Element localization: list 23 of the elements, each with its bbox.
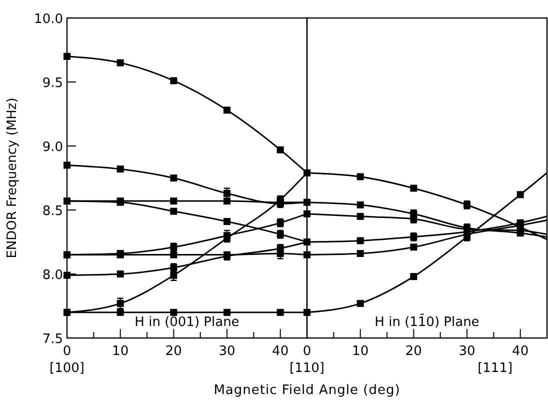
x-tick-label: 40	[512, 344, 529, 359]
y-tick-label: 7.5	[42, 332, 63, 347]
y-axis-title: ENDOR Frequency (MHz)	[5, 98, 20, 258]
text: [111]	[478, 361, 513, 376]
x-tick-label: 0	[302, 344, 312, 359]
x-tick-label: 40	[272, 344, 289, 359]
annotation: H in (001) Plane	[134, 315, 240, 330]
x-axis-title: Magnetic Field Angle (deg)	[214, 383, 400, 398]
x-tick-label: 20	[165, 344, 182, 359]
y-tick-label: 8.5	[42, 204, 63, 219]
text: [100]	[50, 361, 84, 376]
y-tick-label: 9.5	[42, 76, 63, 91]
x-tick-label: 20	[405, 344, 422, 359]
text: [110]	[290, 361, 324, 376]
x-tick-label: 30	[218, 344, 236, 359]
x-tick-label: 0	[62, 344, 72, 359]
x-tick-label: 10	[352, 344, 369, 359]
y-tick-label: 8.0	[42, 268, 63, 283]
y-tick-label: 9.0	[42, 140, 63, 155]
x-tick-label: 10	[112, 344, 129, 359]
y-tick-label: 10.0	[34, 12, 63, 27]
x-tick-label: 30	[458, 344, 476, 359]
annotation: H in (11̄0) Plane	[374, 314, 480, 330]
